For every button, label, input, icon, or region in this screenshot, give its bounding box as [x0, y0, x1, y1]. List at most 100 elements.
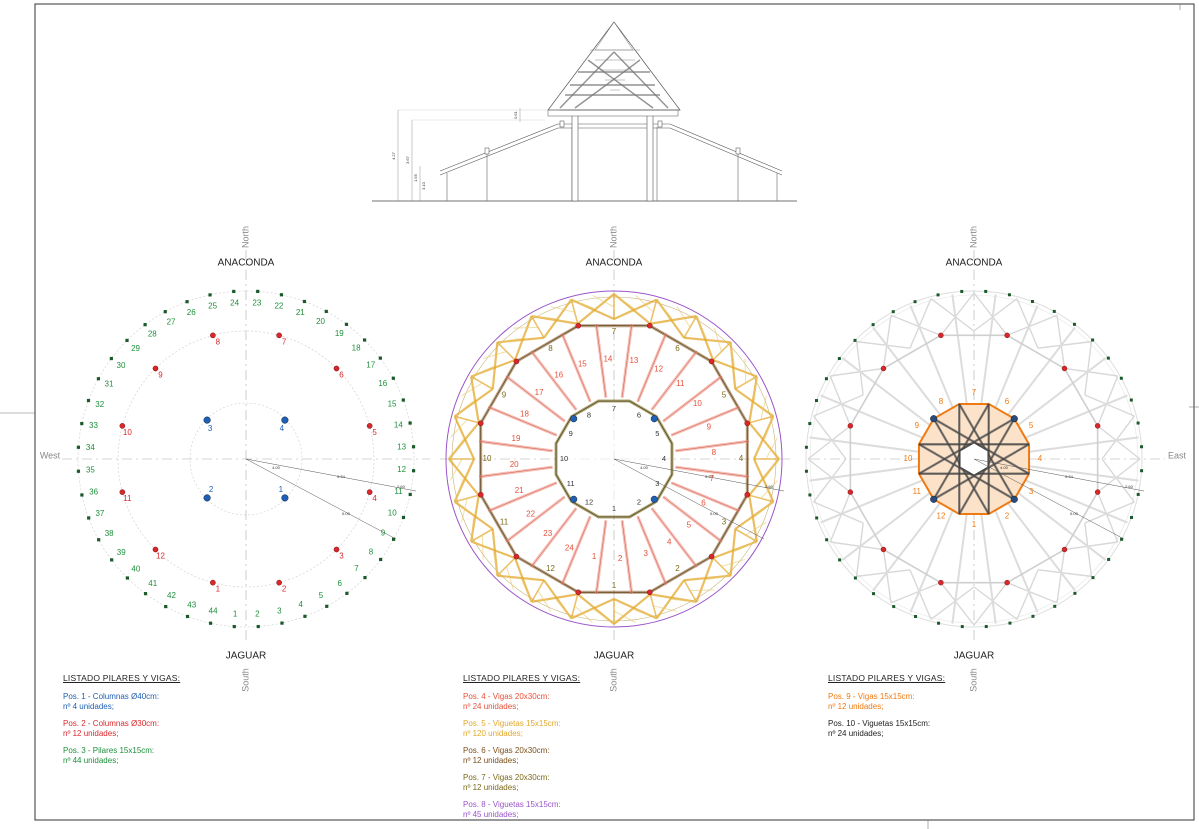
- anaconda-label: ANACONDA: [218, 258, 275, 269]
- pillar-green-label: 13: [397, 443, 406, 452]
- column-red: [575, 322, 582, 329]
- roof-line: [439, 127, 783, 176]
- inner-ring-label: 10: [560, 454, 568, 463]
- roof-brace: [1056, 549, 1066, 603]
- pillar-green-label: 6: [337, 579, 342, 588]
- beam-red-edge: [637, 516, 667, 585]
- pillar-green: [391, 537, 396, 541]
- roof-brace: [829, 491, 852, 543]
- pillar-green: [208, 621, 213, 625]
- pillar-green: [303, 614, 307, 618]
- column-red: [333, 365, 340, 372]
- joist-yellow: [531, 593, 578, 603]
- joist-yellow: [760, 395, 767, 420]
- pillar-green-label: 15: [388, 399, 397, 408]
- pillar-green-label: 29: [131, 344, 140, 353]
- pillar-green: [1072, 322, 1076, 326]
- pillar-green: [824, 377, 828, 381]
- beam-red-edge: [663, 496, 723, 542]
- joist-yellow: [655, 579, 685, 620]
- south-label: South: [608, 668, 618, 692]
- pillar-green: [837, 357, 841, 361]
- column-red: [1061, 546, 1068, 553]
- joist-yellow: [481, 534, 484, 560]
- pillar-green: [164, 604, 168, 609]
- pillar-green: [1140, 469, 1144, 473]
- beam-red-edge: [663, 376, 723, 422]
- pillar-green: [1053, 604, 1057, 608]
- joist-yellow: [448, 438, 464, 460]
- dim-text: 4.00: [272, 465, 281, 470]
- joist-yellow: [531, 315, 556, 320]
- section-elevation: 0.61 4.27 3.67 1.553.10: [372, 21, 797, 202]
- roof-brace: [1037, 340, 1092, 349]
- pillar-green: [871, 323, 875, 327]
- pillar-green: [804, 445, 808, 449]
- pillar-green: [808, 493, 812, 497]
- pillar-green: [363, 338, 367, 342]
- pillar-green: [232, 289, 236, 294]
- pillar-green-label: 14: [394, 421, 403, 430]
- inner-beam-label: 1: [972, 520, 977, 529]
- inner-ring-label: 4: [662, 454, 666, 463]
- ring-beam-label: 12: [546, 564, 555, 573]
- pillar-green: [936, 293, 940, 297]
- column-red: [1094, 423, 1101, 429]
- joist-yellow: [712, 358, 758, 378]
- pillar-green: [984, 289, 988, 293]
- pillar-green: [87, 516, 91, 520]
- pillar-green: [1136, 421, 1140, 425]
- legend-entry-name: Pos. 4 - Vigas 20x30cm:: [463, 692, 550, 701]
- pillar-green: [1007, 293, 1011, 297]
- west-label: West: [40, 450, 61, 460]
- column-blue: [570, 415, 578, 423]
- pillar-green-label: 1: [233, 610, 238, 619]
- joist-yellow: [729, 528, 737, 576]
- ring-beam-label: 3: [722, 518, 727, 527]
- ring-beam-label: 10: [483, 454, 492, 463]
- column-blue: [570, 495, 578, 503]
- joist-yellow: [721, 558, 746, 567]
- column-red: [1094, 489, 1101, 495]
- roof-rafter: [979, 294, 997, 408]
- beam-red-label: 17: [535, 388, 544, 397]
- legend-entry: Pos. 2 - Columnas Ø30cm: nº 12 unidades;: [63, 719, 180, 739]
- inner-beam-label: 8: [939, 397, 944, 406]
- pillar-green: [280, 621, 284, 625]
- pillar-green: [185, 300, 189, 304]
- column-red-label: 1: [216, 585, 221, 594]
- pillar-green: [913, 300, 917, 304]
- cone-roof: [547, 21, 681, 111]
- column-red: [938, 332, 944, 339]
- roof-rafter: [872, 326, 944, 419]
- ring-beam-label: 6: [675, 344, 680, 353]
- roof-rafter: [909, 305, 956, 412]
- dim-line: [973, 458, 1145, 492]
- beam-red-edge: [596, 520, 607, 594]
- roof-rafter: [979, 510, 997, 624]
- legend-entry-count: nº 120 unidades;: [463, 729, 523, 738]
- roof-rafter: [992, 305, 1039, 412]
- column-red: [938, 579, 944, 586]
- roof-brace: [1084, 522, 1093, 577]
- pillar-green-label: 41: [148, 579, 157, 588]
- inner-beam-label: 5: [1029, 421, 1034, 430]
- pillar-green: [185, 614, 190, 619]
- beam-red-label: 12: [654, 365, 663, 374]
- pillar-green-label: 7: [354, 564, 359, 573]
- joist-yellow: [450, 419, 468, 438]
- ring-beam-label: 9: [502, 391, 507, 400]
- dim-text: 1.55: [413, 173, 418, 182]
- column-blue-label: 2: [209, 485, 214, 494]
- beam-red-label: 15: [578, 359, 587, 368]
- joist-yellow: [571, 299, 595, 309]
- pillar-green: [344, 322, 349, 326]
- column-blue: [203, 494, 211, 502]
- beam-red-label: 8: [712, 448, 717, 457]
- post-cap: [559, 120, 565, 128]
- joist-yellow: [696, 315, 707, 339]
- pillar-green: [815, 516, 819, 520]
- inner-ring-label: 8: [587, 411, 591, 420]
- pillar-green-label: 19: [335, 329, 344, 338]
- column-red: [880, 365, 887, 372]
